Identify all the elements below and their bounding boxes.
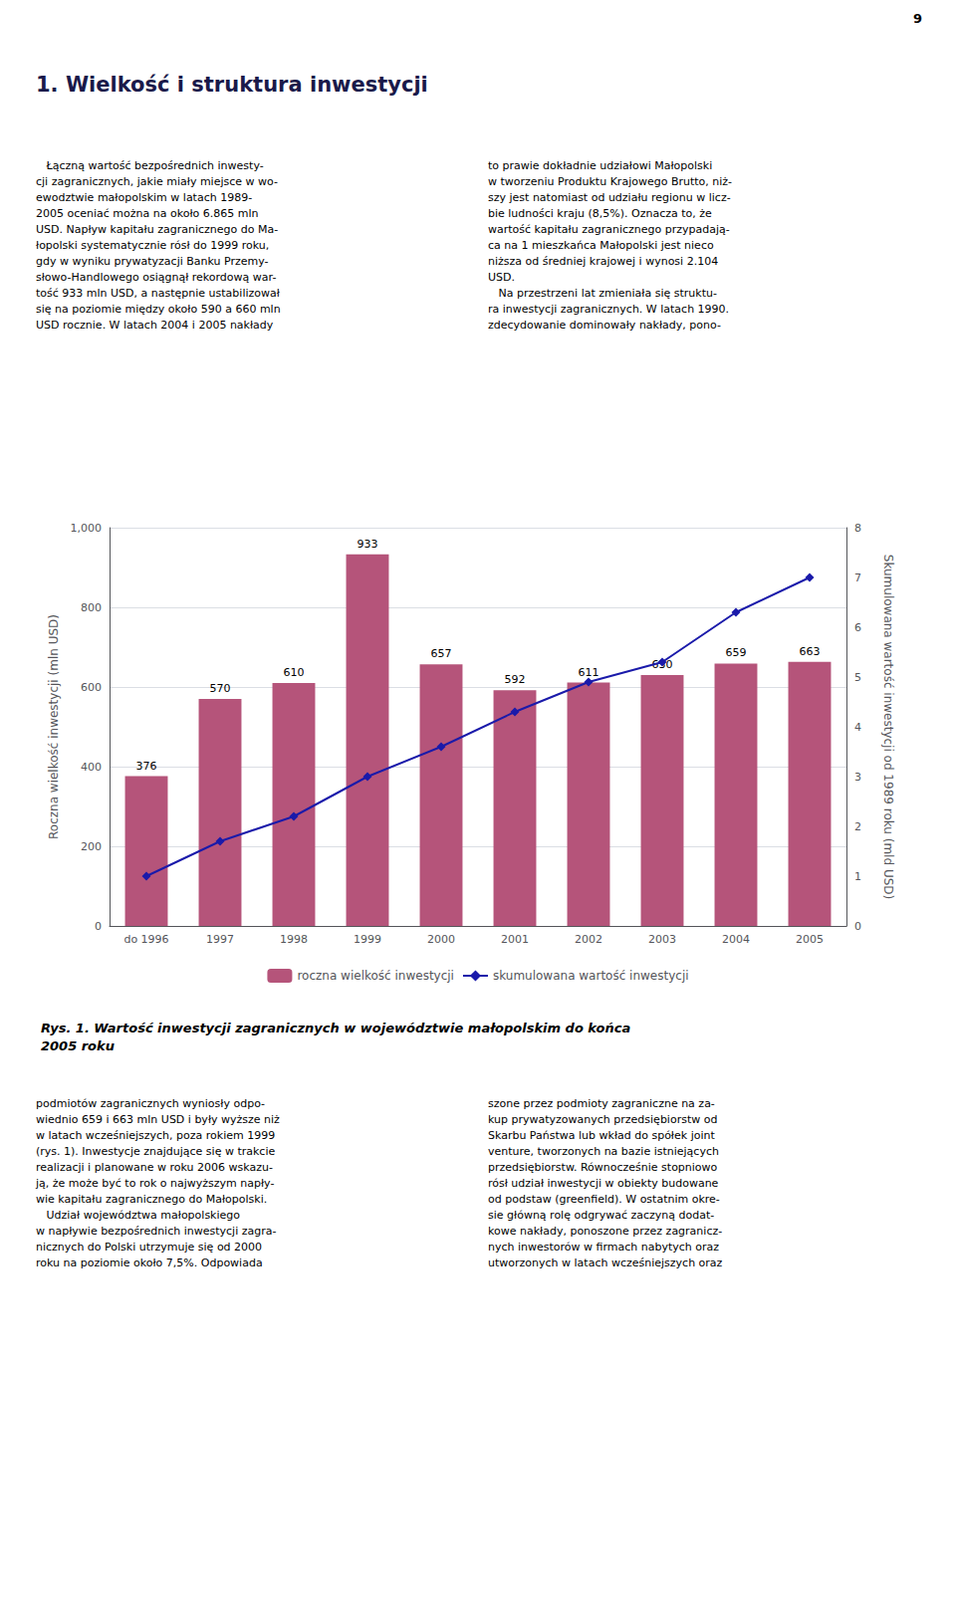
svg-text:1: 1	[854, 870, 862, 884]
svg-text:USD.: USD.	[487, 270, 515, 284]
svg-text:w napływie bezpośrednich inwes: w napływie bezpośrednich inwestycji zagr…	[35, 1224, 276, 1238]
svg-text:USD. Napływ kapitału zagranicz: USD. Napływ kapitału zagranicznego do Ma…	[35, 223, 278, 237]
svg-text:realizacji i planowane w roku: realizacji i planowane w roku 2006 wskaz…	[35, 1161, 273, 1175]
svg-text:800: 800	[80, 601, 102, 615]
svg-text:Skarbu Państwa lub wkład do sp: Skarbu Państwa lub wkład do spółek joint	[487, 1129, 716, 1143]
svg-text:592: 592	[504, 673, 526, 687]
svg-text:3: 3	[854, 770, 862, 784]
svg-text:2005: 2005	[795, 933, 824, 947]
svg-text:szone przez podmioty zagranicz: szone przez podmioty zagraniczne na za-	[487, 1097, 716, 1111]
svg-text:659: 659	[725, 646, 747, 660]
svg-text:600: 600	[80, 681, 102, 695]
svg-text:0: 0	[854, 920, 862, 934]
svg-text:Rys. 1. Wartość inwestycji zag: Rys. 1. Wartość inwestycji zagranicznych…	[40, 1020, 631, 1036]
svg-text:rósł udział inwestycji w obiek: rósł udział inwestycji w obiekty budowan…	[487, 1177, 719, 1191]
svg-text:400: 400	[80, 760, 102, 774]
svg-text:610: 610	[283, 666, 305, 680]
svg-text:933: 933	[357, 537, 379, 551]
svg-text:4: 4	[854, 720, 862, 734]
svg-text:(rys. 1). Inwestycje znajdując: (rys. 1). Inwestycje znajdujące się w tr…	[35, 1145, 275, 1159]
svg-text:podmiotów zagranicznych wynios: podmiotów zagranicznych wyniosły odpo-	[35, 1097, 265, 1111]
svg-text:Skumulowana wartość inwestycji: Skumulowana wartość inwestycji od 1989 r…	[881, 554, 896, 900]
svg-text:611: 611	[578, 666, 600, 680]
svg-text:8: 8	[854, 521, 862, 535]
svg-text:376: 376	[136, 759, 158, 773]
svg-text:zdecydowanie dominowały nakład: zdecydowanie dominowały nakłady, pono-	[487, 318, 721, 332]
svg-text:ca na 1 mieszkańca Małopolski: ca na 1 mieszkańca Małopolski jest nieco	[487, 239, 715, 252]
svg-text:200: 200	[80, 840, 102, 854]
svg-text:kup prywatyzowanych przedsiębi: kup prywatyzowanych przedsiębiorstw od	[487, 1113, 717, 1127]
svg-text:roczna wielkość inwestycji: roczna wielkość inwestycji	[296, 968, 455, 983]
svg-text:od podstaw (greenfield). W ost: od podstaw (greenfield). W ostatnim okre…	[487, 1193, 720, 1206]
svg-text:łopolski systematycznie rósł d: łopolski systematycznie rósł do 1999 rok…	[35, 239, 269, 252]
svg-text:utworzonych w latach wcześniej: utworzonych w latach wcześniejszych oraz	[487, 1256, 723, 1270]
svg-text:cji zagranicznych, jakie miały: cji zagranicznych, jakie miały miejsce w…	[35, 175, 278, 189]
svg-text:7: 7	[854, 571, 862, 585]
svg-text:0: 0	[94, 920, 102, 934]
svg-text:5: 5	[854, 671, 862, 685]
svg-text:2005 roku: 2005 roku	[40, 1038, 115, 1054]
svg-text:Udział województwa małopolskie: Udział województwa małopolskiego	[35, 1208, 240, 1222]
svg-text:2000: 2000	[427, 933, 456, 947]
svg-text:663: 663	[799, 645, 821, 659]
svg-text:szy jest natomiast od udziału: szy jest natomiast od udziału regionu w …	[487, 191, 731, 205]
svg-text:ra inwestycji zagranicznych. W: ra inwestycji zagranicznych. W latach 19…	[487, 302, 729, 316]
svg-text:nicznych do Polski utrzymuje s: nicznych do Polski utrzymuje się od 2000	[35, 1240, 262, 1254]
svg-text:wiednio 659 i 663 mln USD i by: wiednio 659 i 663 mln USD i były wyższe …	[35, 1113, 280, 1127]
svg-text:2002: 2002	[574, 933, 603, 947]
svg-text:bie ludności kraju (8,5%). Ozn: bie ludności kraju (8,5%). Oznacza to, ż…	[487, 207, 713, 221]
svg-text:2005 oceniać można na około 6.: 2005 oceniać można na około 6.865 mln	[35, 207, 259, 221]
svg-text:w tworzeniu Produktu Krajowego: w tworzeniu Produktu Krajowego Brutto, n…	[487, 175, 732, 189]
svg-text:wartość kapitału zagranicznego: wartość kapitału zagranicznego przypadaj…	[487, 223, 730, 237]
svg-text:kowe nakłady, ponoszone przez: kowe nakłady, ponoszone przez zagranicz-	[487, 1224, 722, 1238]
svg-text:1,000: 1,000	[70, 521, 103, 535]
svg-text:630: 630	[651, 658, 673, 672]
svg-text:657: 657	[431, 647, 453, 661]
svg-text:słowo-Handlowego osiągnął reko: słowo-Handlowego osiągnął rekordową war-	[35, 270, 276, 284]
svg-text:2: 2	[854, 820, 862, 834]
svg-text:USD rocznie. W latach 2004 i 2: USD rocznie. W latach 2004 i 2005 nakład…	[35, 318, 274, 332]
svg-text:roku na poziomie około 7,5%. O: roku na poziomie około 7,5%. Odpowiada	[35, 1256, 263, 1270]
svg-text:sie główną rolę odgrywać zaczy: sie główną rolę odgrywać zaczyną dodat-	[487, 1208, 715, 1222]
svg-text:tość 933 mln USD, a następnie: tość 933 mln USD, a następnie ustabilizo…	[35, 286, 281, 300]
svg-text:to prawie dokładnie udziałowi: to prawie dokładnie udziałowi Małopolski	[487, 159, 713, 173]
svg-text:Roczna wielkość inwestycji (ml: Roczna wielkość inwestycji (mln USD)	[46, 614, 61, 840]
svg-text:gdy w wyniku prywatyzacji Bank: gdy w wyniku prywatyzacji Banku Przemy-	[35, 254, 269, 268]
svg-text:Na przestrzeni lat zmieniała s: Na przestrzeni lat zmieniała się struktu…	[487, 286, 717, 300]
svg-text:1. Wielkość i struktura inwest: 1. Wielkość i struktura inwestycji	[35, 72, 429, 97]
svg-text:ewodztwie małopolskim w latach: ewodztwie małopolskim w latach 1989-	[35, 191, 252, 205]
svg-text:venture, tworzonych na bazie i: venture, tworzonych na bazie istniejącyc…	[487, 1145, 719, 1159]
svg-text:przedsiębiorstw. Równocześnie: przedsiębiorstw. Równocześnie stopniowo	[487, 1161, 718, 1175]
svg-text:nych inwestorów w firmach naby: nych inwestorów w firmach nabytych oraz	[487, 1240, 719, 1254]
svg-text:1997: 1997	[206, 933, 235, 947]
svg-text:w latach wcześniejszych, poza: w latach wcześniejszych, poza rokiem 199…	[35, 1129, 275, 1143]
svg-text:Łączną wartość bezpośrednich i: Łączną wartość bezpośrednich inwesty-	[35, 159, 264, 173]
svg-text:570: 570	[210, 682, 232, 696]
svg-text:2003: 2003	[648, 933, 677, 947]
svg-text:do 1996: do 1996	[123, 933, 169, 947]
svg-text:skumulowana wartość inwestycji: skumulowana wartość inwestycji	[492, 968, 690, 983]
svg-text:2001: 2001	[500, 933, 529, 947]
svg-text:9: 9	[913, 10, 923, 26]
svg-text:wie kapitału zagranicznego do: wie kapitału zagranicznego do Małopolski…	[35, 1193, 267, 1206]
svg-text:2004: 2004	[721, 933, 750, 947]
svg-text:1998: 1998	[279, 933, 308, 947]
svg-text:6: 6	[854, 621, 862, 635]
svg-text:się na poziomie między około 5: się na poziomie między około 590 a 660 m…	[35, 302, 281, 316]
svg-text:ją, że może być to rok o najwy: ją, że może być to rok o najwyższym napł…	[34, 1177, 274, 1191]
svg-text:1999: 1999	[353, 933, 382, 947]
svg-text:niższa od średniej krajowej i: niższa od średniej krajowej i wynosi 2.1…	[487, 254, 718, 268]
